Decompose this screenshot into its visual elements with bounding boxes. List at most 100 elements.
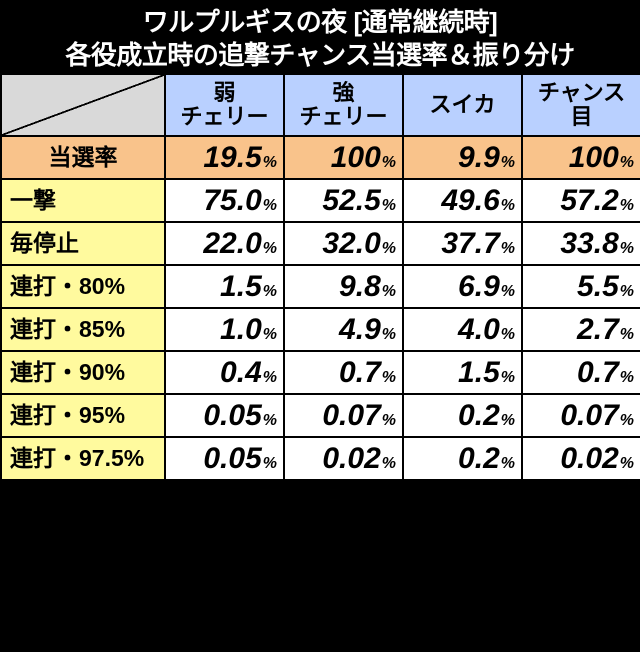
value-number: 100 (569, 141, 619, 174)
value-cell: 4.0% (403, 308, 522, 351)
value-cell: 0.02% (522, 437, 640, 480)
value-cell: 0.05% (165, 394, 284, 437)
percent-suffix: % (382, 326, 396, 343)
row-header: 連打・95% (1, 394, 165, 437)
percent-suffix: % (501, 412, 515, 429)
percent-suffix: % (620, 283, 634, 300)
value-number: 4.9 (339, 313, 381, 346)
value-cell: 57.2% (522, 179, 640, 222)
value-cell: 49.6% (403, 179, 522, 222)
value-cell: 0.05% (165, 437, 284, 480)
percent-suffix: % (263, 455, 277, 472)
percent-suffix: % (620, 197, 634, 214)
value-cell: 33.8% (522, 222, 640, 265)
value-number: 0.05 (203, 399, 261, 432)
percent-suffix: % (501, 283, 515, 300)
value-cell: 19.5% (165, 136, 284, 179)
percent-suffix: % (501, 240, 515, 257)
value-cell: 22.0% (165, 222, 284, 265)
percent-suffix: % (501, 197, 515, 214)
value-number: 2.7 (577, 313, 619, 346)
table-row: 連打・95%0.05%0.07%0.2%0.07% (1, 394, 640, 437)
row-header: 連打・80% (1, 265, 165, 308)
percent-suffix: % (501, 154, 515, 171)
table-row: 連打・90%0.4%0.7%1.5%0.7% (1, 351, 640, 394)
percent-suffix: % (263, 154, 277, 171)
value-number: 0.2 (458, 399, 500, 432)
value-number: 0.7 (577, 356, 619, 389)
value-number: 57.2 (560, 184, 618, 217)
value-cell: 5.5% (522, 265, 640, 308)
col-header-label: 強チェリー (299, 80, 387, 129)
value-number: 0.02 (322, 442, 380, 475)
percent-suffix: % (382, 283, 396, 300)
value-number: 19.5 (203, 141, 261, 174)
value-cell: 0.02% (284, 437, 403, 480)
percent-suffix: % (263, 326, 277, 343)
percent-suffix: % (620, 369, 634, 386)
col-header: 弱チェリー (165, 74, 284, 136)
table-title: ワルプルギスの夜 [通常継続時] 各役成立時の追撃チャンス当選率＆振り分け (0, 0, 640, 73)
row-header: 毎停止 (1, 222, 165, 265)
value-cell: 32.0% (284, 222, 403, 265)
value-number: 37.7 (441, 227, 499, 260)
value-cell: 0.2% (403, 394, 522, 437)
value-cell: 0.7% (522, 351, 640, 394)
corner-cell (1, 74, 165, 136)
value-cell: 0.4% (165, 351, 284, 394)
value-number: 0.2 (458, 442, 500, 475)
value-number: 0.07 (560, 399, 618, 432)
value-number: 75.0 (203, 184, 261, 217)
percent-suffix: % (501, 455, 515, 472)
row-header: 連打・97.5% (1, 437, 165, 480)
row-header: 連打・85% (1, 308, 165, 351)
percent-suffix: % (382, 369, 396, 386)
title-line-2: 各役成立時の追撃チャンス当選率＆振り分け (65, 40, 574, 70)
value-number: 9.8 (339, 270, 381, 303)
table-row: 当選率19.5%100%9.9%100% (1, 136, 640, 179)
value-cell: 1.5% (165, 265, 284, 308)
title-line-1: ワルプルギスの夜 [通常継続時] (143, 7, 498, 37)
percent-suffix: % (263, 412, 277, 429)
percent-suffix: % (620, 326, 634, 343)
percent-suffix: % (620, 412, 634, 429)
value-cell: 9.8% (284, 265, 403, 308)
value-number: 0.07 (322, 399, 380, 432)
value-cell: 0.07% (284, 394, 403, 437)
col-header-label: チャンス目 (538, 80, 625, 129)
value-number: 1.5 (458, 356, 500, 389)
percent-suffix: % (263, 197, 277, 214)
value-cell: 0.07% (522, 394, 640, 437)
table-row: 連打・85%1.0%4.9%4.0%2.7% (1, 308, 640, 351)
percent-suffix: % (263, 283, 277, 300)
value-number: 6.9 (458, 270, 500, 303)
value-cell: 1.0% (165, 308, 284, 351)
value-cell: 100% (284, 136, 403, 179)
value-cell: 100% (522, 136, 640, 179)
value-number: 9.9 (458, 141, 500, 174)
col-header-label: スイカ (429, 92, 495, 117)
percent-suffix: % (263, 369, 277, 386)
value-cell: 6.9% (403, 265, 522, 308)
value-number: 52.5 (322, 184, 380, 217)
value-number: 4.0 (458, 313, 500, 346)
value-number: 0.4 (220, 356, 262, 389)
value-number: 1.0 (220, 313, 262, 346)
percent-suffix: % (620, 154, 634, 171)
value-cell: 52.5% (284, 179, 403, 222)
col-header: 強チェリー (284, 74, 403, 136)
percent-suffix: % (501, 369, 515, 386)
value-number: 22.0 (203, 227, 261, 260)
value-number: 0.05 (203, 442, 261, 475)
row-header: 当選率 (1, 136, 165, 179)
percent-suffix: % (501, 326, 515, 343)
value-cell: 1.5% (403, 351, 522, 394)
value-cell: 2.7% (522, 308, 640, 351)
table-row: 毎停止22.0%32.0% 37.7% 33.8% (1, 222, 640, 265)
table-row: 連打・80%1.5%9.8%6.9%5.5% (1, 265, 640, 308)
value-cell: 0.2% (403, 437, 522, 480)
col-header: チャンス目 (522, 74, 640, 136)
header-row: 弱チェリー 強チェリー スイカ チャンス目 (1, 74, 640, 136)
value-number: 100 (331, 141, 381, 174)
value-number: 1.5 (220, 270, 262, 303)
